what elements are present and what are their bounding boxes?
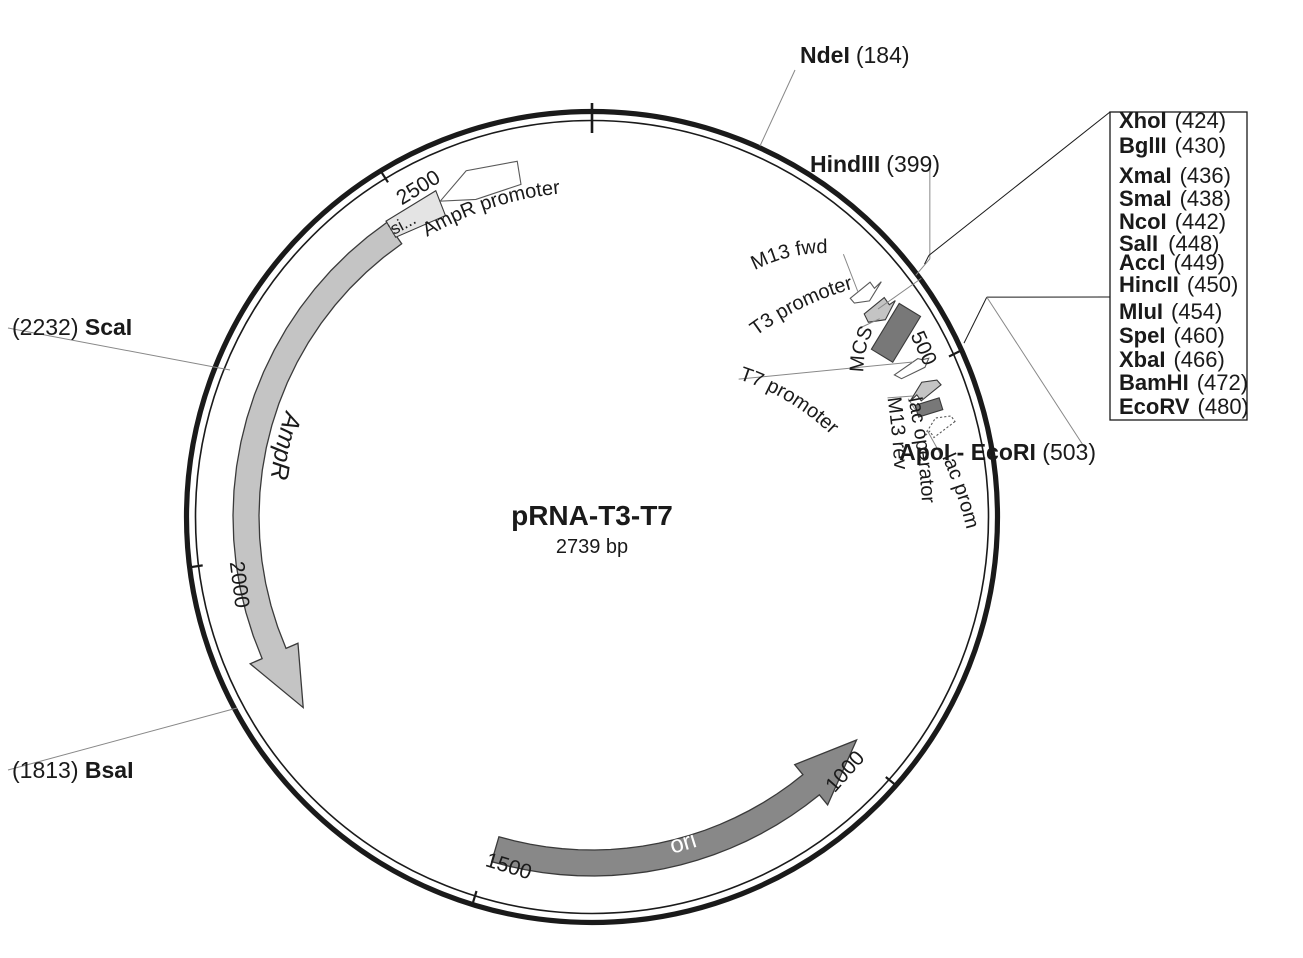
svg-text:2000: 2000	[225, 560, 254, 609]
svg-text:HincII(450): HincII (450)	[1119, 272, 1238, 297]
svg-text:HindIII(399): HindIII (399)	[810, 151, 940, 177]
svg-text:(2232) ScaI: (2232) ScaI	[12, 314, 132, 340]
svg-text:2739 bp: 2739 bp	[556, 536, 628, 558]
svg-text:T3 promoter: T3 promoter	[746, 272, 855, 340]
svg-text:MluI(454): MluI (454)	[1119, 299, 1222, 324]
svg-text:M13 fwd: M13 fwd	[748, 236, 828, 275]
svg-text:pRNA-T3-T7: pRNA-T3-T7	[511, 500, 673, 531]
svg-text:lac promoter: lac promoter	[0, 0, 983, 531]
svg-text:BamHI(472): BamHI (472)	[1119, 370, 1248, 395]
svg-text:(1813) BsaI: (1813) BsaI	[12, 757, 133, 783]
svg-text:NdeI(184): NdeI (184)	[800, 42, 910, 68]
svg-text:EcoRV(480): EcoRV (480)	[1119, 394, 1249, 419]
